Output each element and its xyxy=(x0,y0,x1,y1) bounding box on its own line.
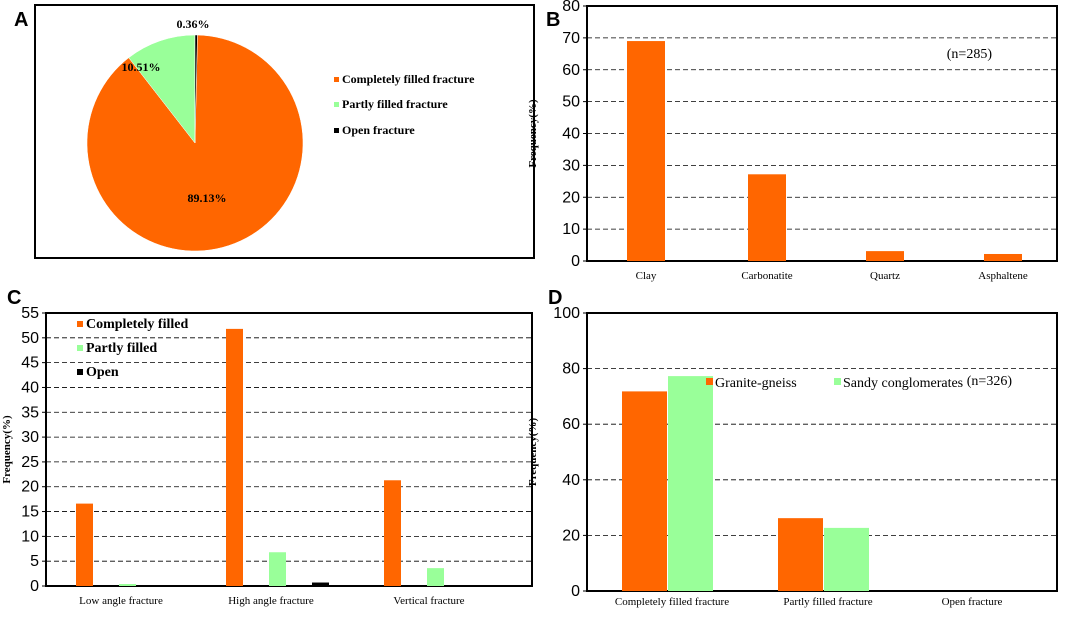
legend-swatch-2 xyxy=(334,102,339,107)
y-tick-label: 100 xyxy=(553,305,580,322)
panel-c-bar-chart: 0 5 10 15 20 25 30 35 40 45 50 55 Frequency(%) Low an… xyxy=(1,305,533,607)
y-axis-label: Frequency(%) xyxy=(527,99,539,168)
bar-completely-filled-3 xyxy=(384,480,401,586)
legend-label-2: Partly filled xyxy=(86,341,157,356)
panel-label-b: B xyxy=(546,9,560,31)
y-tick-label: 45 xyxy=(21,355,39,372)
bar-value-1 xyxy=(627,41,665,261)
legend-label-1: Granite-gneiss xyxy=(715,376,797,391)
bar-value-4 xyxy=(984,253,1022,261)
y-tick-label: 20 xyxy=(562,189,580,206)
legend-swatch-1 xyxy=(77,321,83,327)
pie-slice-2 xyxy=(128,34,196,144)
panel-a-frame xyxy=(34,4,535,259)
legend-swatch-2 xyxy=(77,345,83,351)
x-tick-label: Low angle fracture xyxy=(79,595,163,607)
x-tick-label: Quartz xyxy=(870,270,900,282)
y-tick-label: 30 xyxy=(21,429,39,446)
legend-label-3: Open xyxy=(86,365,119,380)
y-tick-label: 50 xyxy=(21,330,39,347)
x-tick-label: Carbonatite xyxy=(741,270,792,282)
y-tick-label: 35 xyxy=(21,404,39,421)
y-tick-label: 50 xyxy=(562,94,580,111)
y-tick-label: 10 xyxy=(21,528,39,545)
x-tick-label: Asphaltene xyxy=(978,270,1028,282)
y-tick-label: 0 xyxy=(571,253,580,270)
bar-sandy-conglomerates-2 xyxy=(824,527,869,591)
x-tick-label: Vertical fracture xyxy=(393,595,464,607)
legend-swatch-1 xyxy=(706,378,713,385)
legend-label-2: Sandy conglomerates xyxy=(843,376,963,391)
y-tick-label: 80 xyxy=(562,361,580,378)
panel-label-d: D xyxy=(548,287,562,309)
legend-label-1: Completely filled fracture xyxy=(342,72,475,86)
y-tick-label: 55 xyxy=(21,305,39,322)
y-tick-label: 25 xyxy=(21,454,39,471)
sample-size-annotation: (n=326) xyxy=(967,374,1013,389)
y-tick-label: 40 xyxy=(21,379,39,396)
y-tick-label: 30 xyxy=(562,157,580,174)
y-tick-label: 0 xyxy=(571,583,580,600)
bar-sandy-conglomerates-1 xyxy=(668,376,713,591)
panel-label-a: A xyxy=(14,9,28,31)
y-tick-label: 20 xyxy=(562,527,580,544)
bar-open-2 xyxy=(312,582,329,586)
x-tick-label: Clay xyxy=(636,270,657,282)
panel-a-pie-chart: 89.13% 10.51% 0.36% Completely filled fract… xyxy=(34,4,535,259)
y-tick-label: 5 xyxy=(30,553,39,570)
pie-label-completely: 89.13% xyxy=(188,191,227,205)
y-tick-label: 20 xyxy=(21,479,39,496)
sample-size-annotation: (n=285) xyxy=(947,47,993,62)
legend-label-3: Open fracture xyxy=(342,123,415,137)
pie-label-partly: 10.51% xyxy=(122,60,161,74)
y-tick-label: 15 xyxy=(21,504,39,521)
x-tick-label: Partly filled fracture xyxy=(783,596,872,608)
y-axis-label: Frequency(%) xyxy=(1,415,13,484)
y-tick-label: 10 xyxy=(562,221,580,238)
bar-granite-gneiss-1 xyxy=(622,391,667,591)
bar-completely-filled-2 xyxy=(226,328,243,586)
bar-value-2 xyxy=(748,174,786,261)
x-tick-label: Open fracture xyxy=(942,596,1003,608)
y-tick-label: 60 xyxy=(562,416,580,433)
bar-completely-filled-1 xyxy=(76,503,93,586)
legend-label-2: Partly filled fracture xyxy=(342,97,448,111)
bar-granite-gneiss-2 xyxy=(778,518,823,591)
y-axis-label: Frequency(%) xyxy=(527,418,539,487)
x-tick-label: Completely filled fracture xyxy=(615,596,729,608)
legend-label-1: Completely filled xyxy=(86,317,188,332)
y-tick-label: 60 xyxy=(562,62,580,79)
pie-label-open: 0.36% xyxy=(177,17,210,31)
y-tick-label: 40 xyxy=(562,472,580,489)
bar-partly-filled-1 xyxy=(119,584,136,586)
legend-swatch-3 xyxy=(334,128,339,133)
y-tick-label: 70 xyxy=(562,30,580,47)
x-tick-label: High angle fracture xyxy=(228,595,314,607)
panel-b-bar-chart: 0 10 20 30 40 50 60 70 80 Frequency(%) Clay Carbona… xyxy=(527,0,1058,282)
pie-slice-3 xyxy=(194,34,198,144)
y-tick-label: 40 xyxy=(562,126,580,143)
bar-partly-filled-3 xyxy=(427,568,444,586)
bar-partly-filled-2 xyxy=(269,552,286,586)
panel-d-bar-chart: 0 20 40 60 80 100 Frequency(%) Completely fille… xyxy=(527,305,1058,608)
plot-frame xyxy=(45,312,533,587)
legend-swatch-2 xyxy=(834,378,841,385)
legend-swatch-3 xyxy=(77,369,83,375)
bar-value-3 xyxy=(866,251,904,261)
y-tick-label: 0 xyxy=(30,578,39,595)
panel-label-c: C xyxy=(7,287,21,309)
y-tick-label: 80 xyxy=(562,0,580,15)
plot-frame xyxy=(586,5,1058,262)
legend-swatch-1 xyxy=(334,77,339,82)
